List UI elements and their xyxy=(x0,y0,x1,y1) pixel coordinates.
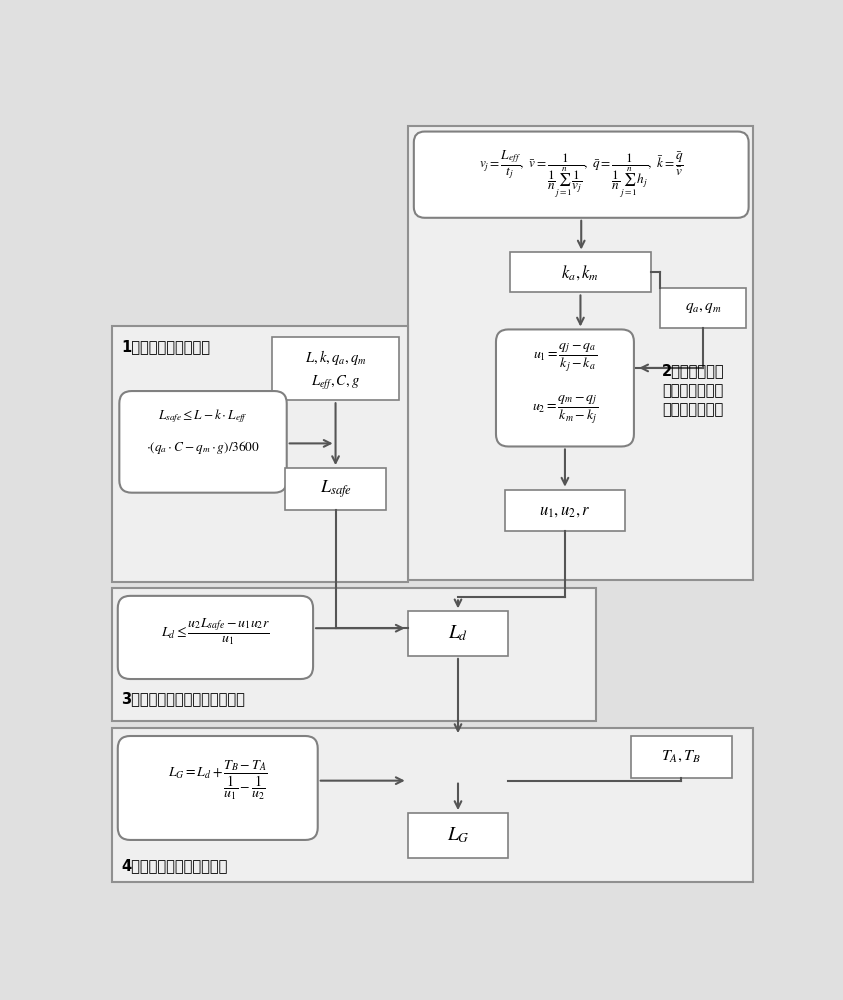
Bar xyxy=(510,252,651,292)
Text: $q_a,q_m$: $q_a,q_m$ xyxy=(685,300,722,315)
Bar xyxy=(111,326,408,582)
Bar xyxy=(659,288,746,328)
Bar xyxy=(408,813,508,858)
Text: $L_{safe}$: $L_{safe}$ xyxy=(319,478,352,500)
FancyBboxPatch shape xyxy=(414,132,749,218)
FancyBboxPatch shape xyxy=(120,391,287,493)
Text: $L_d\leq\dfrac{u_2 L_{safe}-u_1 u_2 r}{u_1}$: $L_d\leq\dfrac{u_2 L_{safe}-u_1 u_2 r}{u… xyxy=(161,617,270,647)
Text: 排队累积冲击波: 排队累积冲击波 xyxy=(662,384,723,399)
Text: $L_G$: $L_G$ xyxy=(447,825,470,845)
Text: $T_A,T_B$: $T_A,T_B$ xyxy=(661,749,701,764)
Text: 2、波速计算：: 2、波速计算： xyxy=(662,363,724,378)
Text: $L_G=L_d+\dfrac{T_B-T_A}{\dfrac{1}{u_1}-\dfrac{1}{u_2}}$: $L_G=L_d+\dfrac{T_B-T_A}{\dfrac{1}{u_1}-… xyxy=(168,759,267,802)
Bar xyxy=(111,588,596,721)
Text: $L,k,q_a,q_m$: $L,k,q_a,q_m$ xyxy=(304,348,367,367)
Text: $k_a,k_m$: $k_a,k_m$ xyxy=(561,263,599,282)
Text: $u_2=\dfrac{q_m-q_j}{k_m-k_j}$: $u_2=\dfrac{q_m-q_j}{k_m-k_j}$ xyxy=(532,394,598,425)
Bar xyxy=(111,728,753,882)
Bar xyxy=(408,126,753,580)
Text: $L_{safe}\leq L-k\cdot L_{eff}$: $L_{safe}\leq L-k\cdot L_{eff}$ xyxy=(158,408,248,425)
Text: 4、最大广义排队长度计算: 4、最大广义排队长度计算 xyxy=(121,858,228,873)
Bar xyxy=(408,611,508,656)
Bar xyxy=(631,736,732,778)
Text: $u_1,u_2,r$: $u_1,u_2,r$ xyxy=(539,501,591,519)
FancyBboxPatch shape xyxy=(496,329,634,446)
Bar xyxy=(505,490,625,531)
Text: $L_d$: $L_d$ xyxy=(448,624,468,643)
FancyBboxPatch shape xyxy=(118,596,313,679)
Text: $u_1=\dfrac{q_j-q_a}{k_j-k_a}$: $u_1=\dfrac{q_j-q_a}{k_j-k_a}$ xyxy=(533,341,597,373)
Text: 3、冲击波检测器布设位置确定: 3、冲击波检测器布设位置确定 xyxy=(121,692,244,707)
Text: $\cdot(q_a\cdot C-q_m\cdot g)/3600$: $\cdot(q_a\cdot C-q_m\cdot g)/3600$ xyxy=(146,439,260,456)
Bar xyxy=(272,337,399,400)
Text: 排队消散冲击波: 排队消散冲击波 xyxy=(662,402,723,417)
Bar xyxy=(285,468,386,510)
FancyBboxPatch shape xyxy=(118,736,318,840)
Text: $L_{eff},C,g$: $L_{eff},C,g$ xyxy=(311,374,360,392)
Text: $v_j=\dfrac{L_{eff}}{t_j},\ \bar{v}=\dfrac{1}{\dfrac{1}{n}\sum_{j=1}^{n}\dfrac{1: $v_j=\dfrac{L_{eff}}{t_j},\ \bar{v}=\dfr… xyxy=(479,149,684,200)
Text: 1、溢流安全距离计算: 1、溢流安全距离计算 xyxy=(121,340,210,355)
